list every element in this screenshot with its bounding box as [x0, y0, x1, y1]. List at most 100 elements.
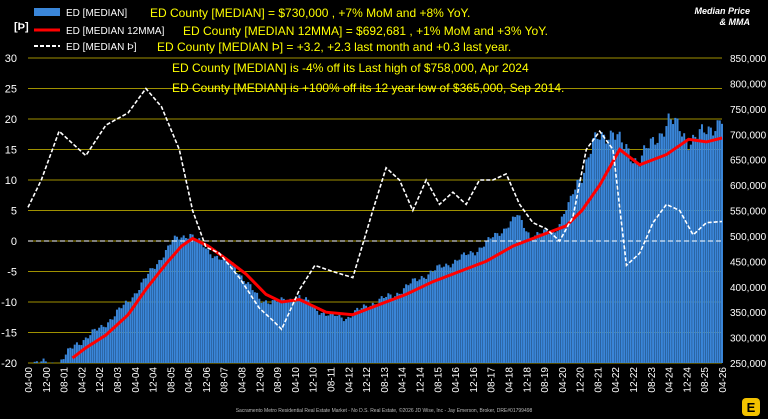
median-bar: [616, 134, 619, 363]
median-bar: [692, 134, 695, 363]
x-tick-label: 12-20: [576, 367, 587, 393]
median-bar: [307, 299, 310, 363]
median-bar: [705, 134, 708, 363]
median-bar: [465, 255, 468, 363]
left-tick-label: 20: [5, 114, 17, 126]
median-bar: [82, 340, 85, 363]
median-bar: [720, 123, 724, 364]
median-bar: [109, 319, 112, 363]
median-bar: [371, 302, 374, 363]
x-tick-label: 04-06: [184, 367, 195, 393]
median-bar: [220, 259, 223, 363]
median-bar: [187, 238, 190, 363]
median-bar: [714, 131, 717, 363]
median-bar: [160, 260, 163, 363]
median-bar: [531, 239, 534, 363]
median-bar: [509, 221, 512, 363]
left-tick-label: 10: [5, 175, 17, 187]
median-bar: [302, 299, 305, 363]
median-bar: [420, 276, 423, 363]
left-tick-label: 25: [5, 84, 17, 96]
median-bar: [396, 292, 399, 363]
median-bar: [196, 239, 199, 363]
median-bar: [244, 283, 247, 363]
median-bar: [418, 279, 421, 363]
median-bar: [325, 315, 328, 363]
median-bar: [169, 244, 172, 363]
median-bar: [694, 136, 697, 363]
median-bar: [525, 231, 528, 363]
median-bar: [567, 202, 570, 363]
median-bar: [382, 298, 385, 363]
median-bar: [449, 267, 452, 363]
right-tick-label: 300,000: [730, 334, 767, 345]
x-tick-label: 04-12: [344, 367, 355, 393]
median-bar: [311, 306, 314, 363]
median-bar: [427, 274, 430, 363]
median-bar: [242, 281, 245, 363]
median-bar: [678, 131, 681, 363]
median-bar: [144, 278, 147, 363]
median-bar: [189, 233, 192, 363]
median-bar: [33, 361, 36, 363]
median-bar: [184, 238, 187, 363]
legend-note-bars: ED County [MEDIAN] = $730,000 , +7% MoM …: [150, 6, 470, 20]
median-bar: [278, 300, 281, 363]
median-bar: [551, 230, 554, 363]
median-bar: [498, 235, 501, 363]
median-bar: [167, 245, 170, 363]
median-bar: [100, 324, 103, 363]
median-bar: [634, 158, 637, 363]
median-bar: [658, 133, 661, 363]
median-bar: [180, 237, 183, 363]
median-bar: [285, 302, 288, 363]
x-tick-label: 12-14: [415, 367, 426, 393]
median-bar: [667, 113, 670, 363]
median-bar: [158, 259, 161, 363]
median-bar: [35, 361, 38, 363]
median-bar: [95, 330, 98, 363]
legend-note-delta: ED County [MEDIAN Þ] = +3.2, +2.3 last m…: [157, 40, 511, 54]
left-axis-label: [Þ]: [14, 21, 29, 33]
median-bar: [104, 327, 107, 363]
legend-name-mma: ED [MEDIAN 12MMA]: [66, 26, 165, 37]
median-bar: [478, 247, 481, 363]
x-tick-label: 08-25: [700, 367, 711, 393]
median-bar: [636, 163, 639, 363]
median-bar: [365, 305, 368, 363]
median-bar: [578, 179, 581, 363]
median-bar: [211, 258, 214, 363]
median-bar: [454, 259, 457, 363]
x-tick-label: 08-21: [593, 367, 604, 393]
median-bar: [394, 296, 397, 363]
median-bar: [213, 256, 216, 363]
median-bars: [33, 113, 724, 364]
median-bar: [603, 134, 606, 363]
median-bar: [434, 270, 437, 363]
median-bar: [271, 300, 274, 363]
median-bar: [336, 315, 339, 363]
median-bar: [556, 231, 559, 363]
median-bar: [69, 347, 72, 363]
median-bar: [614, 139, 617, 363]
median-bar: [487, 237, 490, 363]
median-bar: [73, 344, 76, 363]
median-bar: [438, 264, 441, 363]
median-bar: [660, 133, 663, 363]
median-bar: [147, 273, 150, 363]
right-tick-label: 700,000: [730, 130, 767, 141]
median-bar: [569, 195, 572, 363]
corner-label-line-2: & MMA: [720, 17, 751, 27]
annotation-last-high: ED County [MEDIAN] is -4% off its Last h…: [172, 61, 529, 75]
median-bar: [411, 278, 414, 363]
left-tick-label: -20: [1, 358, 17, 370]
right-tick-label: 550,000: [730, 207, 767, 218]
left-tick-label: 15: [5, 145, 17, 157]
median-bar: [505, 228, 508, 363]
median-bar: [98, 327, 101, 363]
median-bar: [547, 233, 550, 363]
median-bar: [718, 120, 721, 363]
median-bar: [87, 338, 90, 363]
median-bar: [549, 233, 552, 363]
median-bar: [447, 265, 450, 363]
